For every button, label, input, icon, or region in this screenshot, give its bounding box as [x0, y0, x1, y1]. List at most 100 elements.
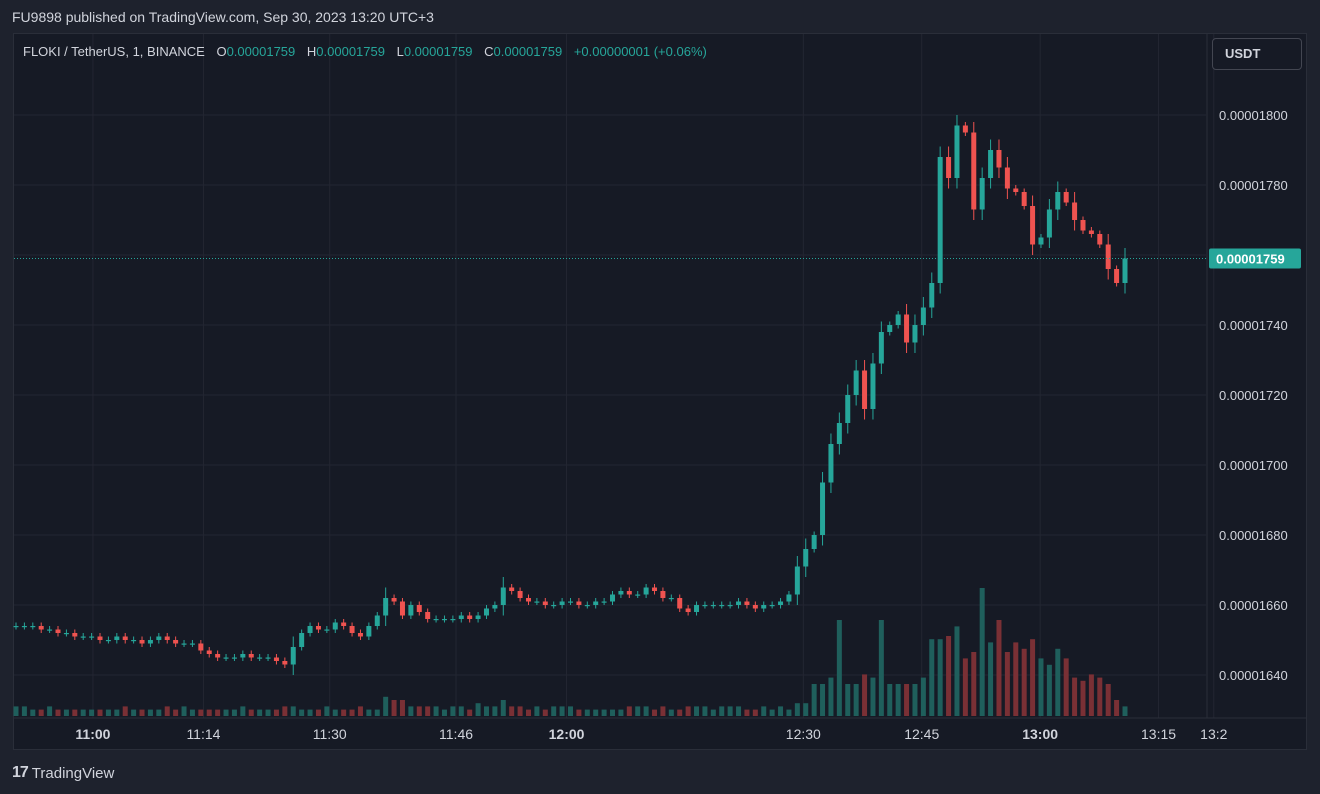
volume-bar [383, 696, 389, 716]
candle-body [853, 370, 859, 395]
candle-body [416, 605, 422, 612]
symbol-label[interactable]: FLOKI / TetherUS, 1, BINANCE [23, 44, 205, 59]
volume-bar [845, 684, 851, 716]
volume-bar [13, 706, 19, 716]
volume-bar [1004, 652, 1010, 716]
volume-bar [853, 684, 859, 716]
candle-body [500, 587, 506, 605]
volume-bar [946, 636, 952, 716]
candle-body [878, 332, 884, 364]
volume-bar [38, 709, 44, 716]
candle-body [349, 626, 355, 633]
candle-body [55, 629, 61, 633]
volume-bar [727, 706, 733, 716]
candle-body [568, 601, 573, 603]
y-tick-label: 0.00001780 [1219, 178, 1288, 193]
candle-body [778, 601, 784, 605]
volume-bar [887, 684, 893, 716]
change-value: +0.00000001 (+0.06%) [573, 44, 707, 59]
volume-bar [752, 709, 758, 716]
candle-body [996, 150, 1002, 168]
candle-body [744, 601, 750, 605]
candle-body [1038, 237, 1044, 245]
candle-body [231, 657, 237, 659]
candle-body [652, 587, 658, 591]
volume-bar [618, 709, 624, 716]
candle-body [752, 605, 758, 609]
volume-bar [803, 703, 809, 716]
candle-body [89, 636, 95, 638]
x-tick-label: 11:14 [186, 726, 220, 742]
candle-body [366, 626, 372, 637]
candle-body [1013, 188, 1019, 192]
candle-body [21, 626, 27, 628]
volume-bar [668, 709, 674, 716]
candle-body [273, 657, 279, 661]
volume-bar [1122, 706, 1128, 716]
candle-body [290, 647, 296, 665]
candle-body [1088, 230, 1094, 234]
volume-bar [820, 684, 826, 716]
candle-body [895, 314, 901, 325]
volume-bar [551, 706, 557, 716]
candle-body [215, 654, 221, 658]
currency-button[interactable]: USDT [1212, 38, 1302, 70]
volume-bar [273, 709, 279, 716]
volume-bar [601, 709, 607, 716]
candle-body [408, 605, 414, 616]
volume-bar [610, 709, 616, 716]
candle-body [299, 633, 305, 647]
volume-bar [694, 706, 700, 716]
volume-bar [206, 709, 212, 716]
candle-body [240, 654, 246, 658]
volume-bar [131, 709, 137, 716]
volume-bar [357, 706, 363, 716]
candle-body [72, 633, 78, 637]
candle-body [904, 314, 910, 343]
candle-body [736, 601, 742, 605]
candle-body [677, 598, 683, 609]
candle-body [887, 325, 893, 332]
candle-body [1080, 220, 1086, 231]
volume-bar [105, 709, 111, 716]
candle-body [467, 615, 473, 619]
tradingview-logo-text: TradingView [31, 764, 115, 782]
candle-body [63, 633, 69, 635]
tradingview-logo[interactable]: 17 TradingView [12, 764, 114, 782]
volume-bar [30, 709, 36, 716]
open-label: O [216, 44, 227, 59]
volume-bar [248, 709, 254, 716]
candle-body [1030, 206, 1036, 245]
volume-bar [366, 709, 372, 716]
candle-body [139, 640, 145, 644]
candle-body [189, 643, 195, 645]
candle-body [391, 598, 397, 602]
volume-bar [492, 706, 498, 716]
candle-body [727, 605, 733, 607]
candle-body [828, 444, 834, 483]
candle-body [80, 636, 86, 638]
candle-body [156, 636, 162, 640]
candle-body [450, 619, 456, 621]
volume-bar [828, 677, 834, 716]
candle-body [618, 591, 624, 595]
candle-body [559, 601, 565, 605]
volume-bar [870, 677, 876, 716]
candle-body [870, 363, 876, 409]
x-tick-label: 13:2 [1200, 726, 1227, 742]
volume-bar [231, 709, 237, 716]
volume-bar [929, 639, 935, 716]
high-value: 0.00001759 [316, 44, 385, 59]
candle-body [38, 626, 44, 630]
y-tick-label: 0.00001660 [1219, 598, 1288, 613]
chart-pane[interactable] [13, 33, 1307, 750]
volume-bar [1030, 639, 1036, 716]
candle-body [441, 619, 447, 621]
candle-body [483, 608, 489, 616]
volume-bar [996, 620, 1002, 716]
candle-body [1114, 269, 1120, 283]
candle-body [206, 650, 212, 654]
y-tick-label: 0.00001640 [1219, 668, 1288, 683]
candle-body [710, 605, 716, 607]
